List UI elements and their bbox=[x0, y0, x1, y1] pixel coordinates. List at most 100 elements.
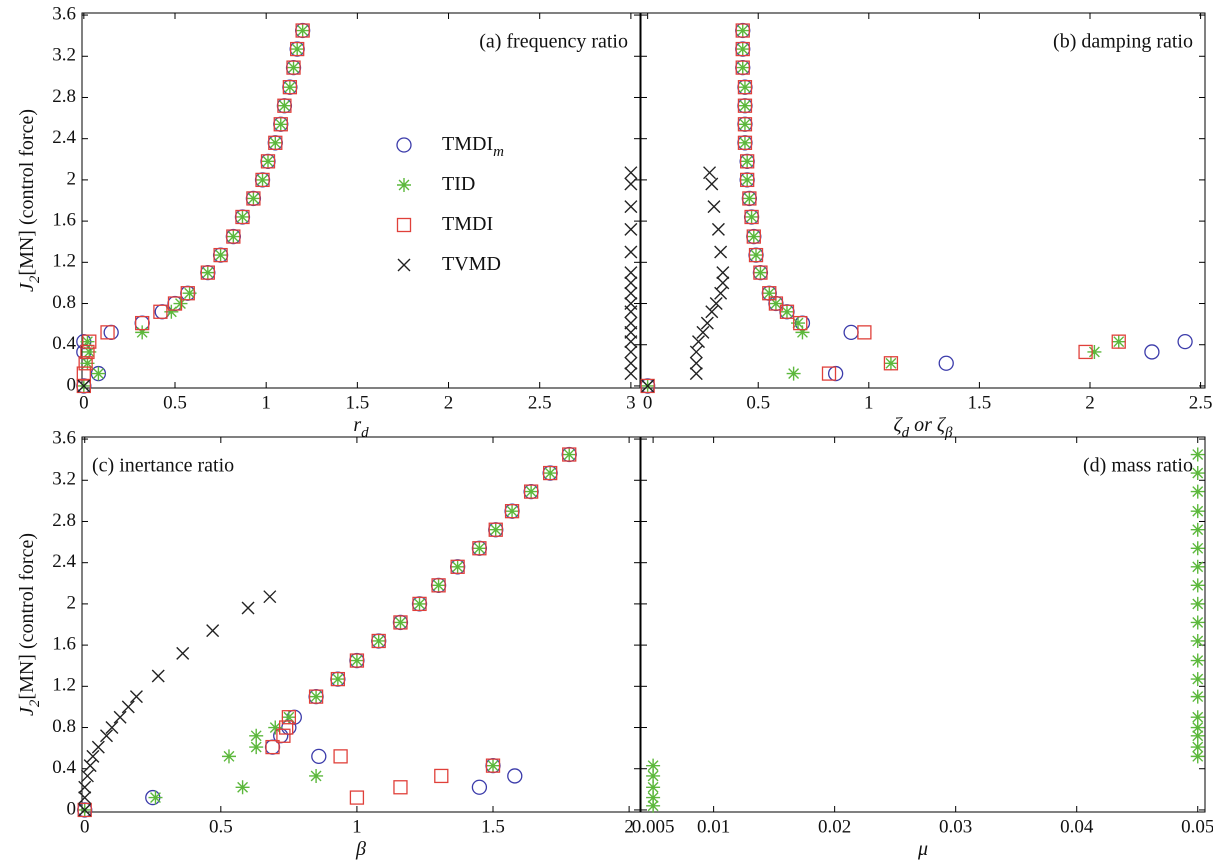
circle-marker bbox=[938, 355, 954, 371]
panel-title: (c) inertance ratio bbox=[92, 455, 234, 477]
square-marker bbox=[281, 710, 297, 725]
square-marker bbox=[286, 60, 301, 75]
square-marker bbox=[793, 315, 808, 331]
star-marker bbox=[286, 60, 301, 75]
x-marker bbox=[716, 276, 730, 290]
legend-label: TMDI bbox=[442, 213, 493, 235]
legend-subscript: m bbox=[493, 144, 504, 160]
y-tick-label: 2.4 bbox=[52, 551, 76, 572]
x-tick-label: 2 bbox=[624, 816, 634, 837]
star-marker bbox=[768, 296, 783, 311]
star-marker bbox=[1087, 344, 1102, 359]
star-marker bbox=[221, 749, 236, 764]
square-marker bbox=[273, 117, 288, 132]
x-marker bbox=[78, 780, 92, 794]
star-marker bbox=[135, 325, 150, 340]
x-tick-label: 1 bbox=[352, 816, 362, 837]
x-marker bbox=[624, 245, 638, 259]
circle-marker bbox=[103, 324, 119, 341]
star-marker bbox=[371, 633, 386, 648]
circle-marker bbox=[1177, 333, 1193, 350]
square-marker bbox=[135, 315, 150, 331]
square-marker bbox=[562, 447, 577, 462]
square-marker bbox=[740, 154, 755, 169]
x-marker bbox=[91, 740, 105, 754]
star-marker bbox=[1190, 522, 1205, 537]
square-marker bbox=[276, 728, 291, 743]
label-text: or ζ bbox=[909, 414, 947, 436]
star-marker bbox=[1190, 689, 1205, 704]
star-marker bbox=[290, 42, 305, 57]
x-tick-label: 1.5 bbox=[968, 392, 992, 413]
axes-box bbox=[640, 436, 1206, 813]
square-marker bbox=[1078, 344, 1093, 360]
square-marker bbox=[80, 344, 95, 360]
star-marker bbox=[309, 689, 324, 704]
square-marker bbox=[744, 209, 759, 225]
legend-name: TMDI bbox=[442, 133, 493, 155]
x-marker bbox=[689, 367, 703, 381]
star-marker bbox=[431, 578, 446, 593]
x-marker bbox=[700, 316, 714, 330]
x-marker bbox=[263, 590, 277, 604]
star-marker bbox=[1190, 484, 1205, 499]
y-tick-label: 0.8 bbox=[52, 716, 76, 737]
x-marker bbox=[696, 325, 710, 339]
y-tick-label: 0 bbox=[67, 374, 77, 395]
x-marker bbox=[624, 286, 638, 300]
square-marker bbox=[77, 802, 92, 818]
x-marker bbox=[624, 200, 638, 214]
star-marker bbox=[182, 286, 197, 301]
square-marker bbox=[737, 80, 753, 95]
star-marker bbox=[646, 798, 661, 813]
star-marker bbox=[277, 98, 292, 113]
y-tick-label: 0 bbox=[67, 798, 77, 819]
star-marker bbox=[737, 80, 752, 95]
star-marker bbox=[735, 42, 750, 57]
star-marker bbox=[735, 23, 750, 38]
star-marker bbox=[1190, 720, 1205, 735]
star-marker bbox=[883, 356, 898, 371]
y-tick-label: 1.6 bbox=[52, 209, 76, 230]
square-marker bbox=[504, 504, 520, 519]
y-tick-label: 1.2 bbox=[52, 251, 76, 272]
star-marker bbox=[786, 366, 801, 381]
x-tick-label: 2 bbox=[444, 392, 454, 413]
x-marker bbox=[624, 266, 638, 280]
x-marker bbox=[716, 266, 730, 280]
star-marker bbox=[779, 304, 794, 319]
square-marker bbox=[742, 191, 757, 206]
star-marker bbox=[737, 98, 752, 113]
square-marker bbox=[735, 23, 750, 38]
star-marker bbox=[200, 265, 215, 280]
x-tick-label: 0.04 bbox=[1060, 816, 1094, 837]
star-marker bbox=[646, 790, 661, 805]
label-subscript: 2 bbox=[27, 699, 43, 707]
star-marker bbox=[1190, 504, 1205, 519]
star-marker bbox=[1190, 672, 1205, 687]
x-marker bbox=[705, 305, 719, 319]
square-marker bbox=[762, 286, 777, 301]
legend-name: TID bbox=[442, 173, 475, 195]
star-marker bbox=[246, 191, 261, 206]
star-marker bbox=[749, 248, 764, 263]
x-marker bbox=[692, 335, 706, 349]
square-marker bbox=[278, 720, 294, 735]
x-marker bbox=[689, 356, 703, 370]
x-marker bbox=[624, 166, 638, 180]
square-marker bbox=[640, 378, 655, 394]
square-marker bbox=[246, 191, 261, 206]
star-marker bbox=[1190, 740, 1205, 755]
square-marker bbox=[472, 541, 487, 556]
star-marker bbox=[740, 154, 755, 169]
star-marker bbox=[173, 296, 188, 311]
y-tick-label: 2 bbox=[67, 168, 77, 189]
star-marker bbox=[282, 80, 297, 95]
star-marker bbox=[1190, 749, 1205, 764]
star-marker bbox=[472, 541, 487, 556]
circle-marker bbox=[843, 324, 859, 341]
x-marker bbox=[78, 803, 92, 817]
square-marker bbox=[735, 41, 750, 57]
square-marker bbox=[737, 98, 753, 113]
x-marker bbox=[624, 276, 638, 290]
